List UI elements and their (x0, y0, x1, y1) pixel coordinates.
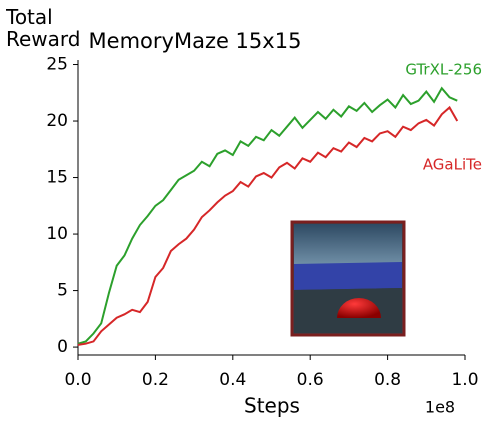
x-axis-label: Steps (244, 394, 300, 418)
inset-ball (337, 298, 381, 318)
y-tick-label: 20 (46, 111, 68, 131)
series-line (77, 86, 458, 345)
x-offset-text: 1e8 (425, 398, 455, 417)
x-tick-label: 0.0 (64, 370, 91, 390)
plot-area: 0 5 10 15 20 25 0.0 0.2 0.4 0.6 0.8 1.0 GTrXL-256 AGa… (46, 55, 482, 390)
x-tick-label: 0.8 (374, 370, 401, 390)
legend-label: GTrXL-256 (405, 61, 482, 79)
y-axis-label: Total Reward (6, 6, 81, 51)
x-tick-label: 0.4 (219, 370, 246, 390)
series-line (77, 105, 459, 346)
y-tick-label: 25 (46, 55, 68, 75)
legend-label: AGaLiTe (423, 156, 482, 174)
x-tick-label: 0.2 (142, 370, 169, 390)
y-axis-label-box: Total Reward (6, 6, 81, 51)
inset-sky (294, 224, 402, 264)
y-tick-label: 10 (46, 224, 68, 244)
y-tick-label: 0 (57, 337, 68, 357)
y-tick-label: 5 (57, 281, 68, 301)
x-tick-label: 0.6 (297, 370, 324, 390)
inset-image (290, 220, 406, 337)
chart-title: MemoryMaze 15x15 (89, 29, 302, 53)
inset-wall (294, 262, 402, 290)
y-tick-label: 15 (46, 168, 68, 188)
x-tick-label: 1.0 (451, 370, 478, 390)
